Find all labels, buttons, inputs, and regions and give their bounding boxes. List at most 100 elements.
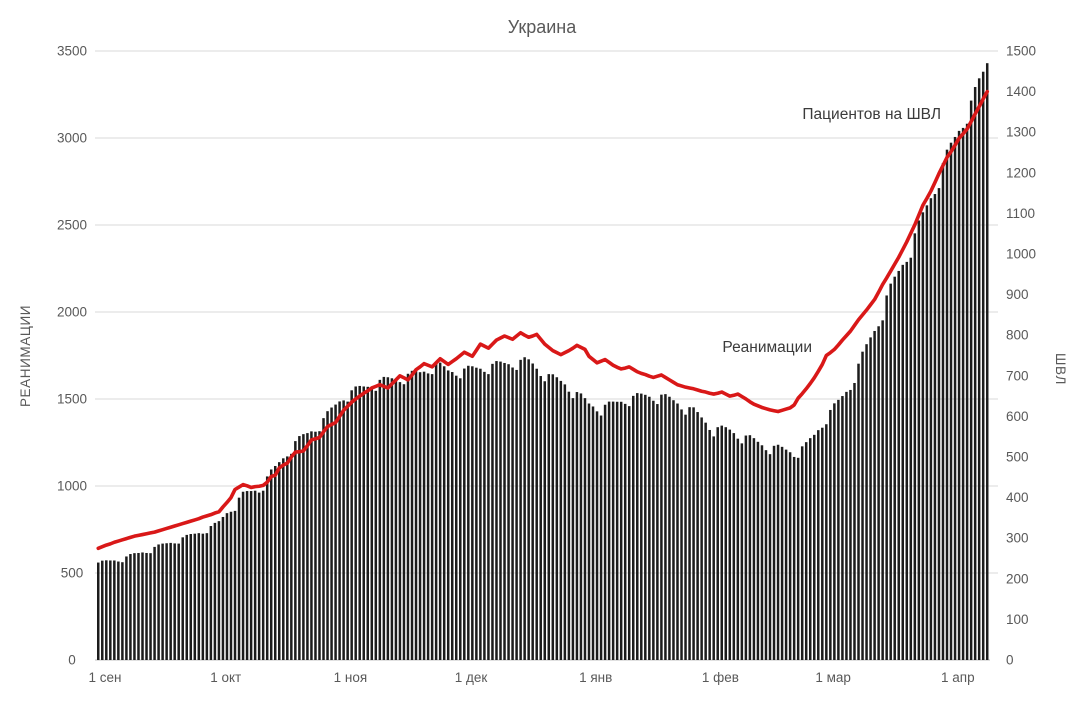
icu-bar — [704, 422, 707, 660]
icu-bar — [362, 386, 365, 660]
x-axis-tick-label: 1 мар — [815, 670, 851, 685]
icu-bar — [696, 412, 699, 660]
icu-bar — [652, 400, 655, 660]
icu-bar — [149, 553, 152, 660]
icu-bar — [776, 444, 780, 660]
icu-bar — [326, 411, 329, 660]
icu-bar — [551, 374, 555, 660]
icu-bar — [889, 283, 892, 660]
icu-bar — [845, 391, 848, 660]
right-axis-tick-label: 0 — [1006, 653, 1014, 668]
icu-bar — [483, 371, 486, 660]
icu-bar — [603, 404, 607, 660]
icu-bar — [197, 533, 201, 660]
icu-bar — [475, 367, 478, 660]
icu-bar — [784, 449, 788, 660]
icu-bar — [125, 556, 128, 660]
icu-bar — [728, 429, 732, 660]
icu-bar — [792, 456, 796, 660]
right-axis-tick-label: 1100 — [1006, 206, 1035, 221]
left-axis-tick-label: 3500 — [57, 44, 87, 59]
icu-bar — [249, 491, 253, 660]
icu-bar — [623, 403, 627, 660]
icu-bar — [273, 465, 277, 660]
icu-bar — [101, 560, 104, 660]
icu-bar — [937, 188, 941, 661]
right-axis-tick-label: 500 — [1006, 450, 1029, 465]
right-axis-tick-label: 100 — [1006, 612, 1029, 627]
left-axis-tick-label: 2000 — [57, 305, 87, 320]
icu-bar — [338, 401, 341, 660]
icu-bar — [547, 374, 551, 660]
icu-bar — [113, 560, 116, 660]
icu-bar — [406, 373, 410, 660]
icu-bar — [105, 560, 108, 660]
icu-bar — [543, 381, 546, 660]
icu-bar — [221, 516, 225, 660]
icu-bar — [261, 490, 265, 660]
icu-bar — [507, 364, 510, 660]
icu-bar — [985, 63, 989, 661]
icu-bar — [615, 401, 619, 660]
icu-bar — [913, 233, 917, 660]
icu-bar — [189, 534, 193, 660]
icu-bar — [724, 427, 728, 660]
left-axis-tick-label: 2500 — [57, 218, 87, 233]
icu-bar — [322, 418, 325, 660]
x-axis-tick-label: 1 фев — [702, 670, 739, 685]
icu-bar — [253, 490, 257, 660]
icu-bar — [837, 399, 840, 660]
icu-bar — [185, 534, 188, 660]
icu-bar — [430, 374, 434, 660]
icu-bar — [302, 434, 305, 660]
icu-bar — [193, 533, 197, 660]
icu-bar — [487, 374, 490, 660]
icu-bar — [294, 441, 297, 660]
right-axis-tick-label: 1000 — [1006, 247, 1036, 262]
icu-bar — [495, 361, 498, 660]
icu-bar — [748, 435, 752, 660]
icu-bar — [877, 326, 880, 660]
icu-bar — [752, 438, 756, 660]
icu-bar — [869, 337, 872, 660]
icu-bar — [117, 561, 120, 660]
right-axis-tick-label: 700 — [1006, 368, 1029, 383]
icu-bar — [627, 406, 631, 660]
icu-bar — [973, 87, 977, 660]
icu-bar — [865, 344, 868, 660]
icu-bar — [953, 136, 957, 660]
icu-bar — [145, 552, 148, 660]
icu-bar — [350, 390, 353, 660]
icu-bar — [555, 377, 559, 660]
icu-bar — [788, 452, 792, 660]
icu-bar — [121, 562, 124, 660]
icu-bar — [471, 366, 474, 660]
left-axis-tick-label: 500 — [61, 566, 84, 581]
left-axis-title: РЕАНИМАЦИИ — [18, 305, 33, 407]
icu-bar — [382, 376, 386, 660]
icu-bar — [756, 441, 760, 660]
icu-bar — [539, 376, 542, 660]
icu-bar — [282, 458, 285, 660]
right-axis-tick-label: 200 — [1006, 571, 1029, 586]
icu-bar — [398, 382, 402, 660]
icu-bar — [813, 434, 816, 660]
icu-bar — [205, 533, 209, 660]
icu-bar — [575, 392, 579, 660]
icu-bar — [583, 398, 587, 660]
right-axis-tick-label: 800 — [1006, 328, 1029, 343]
icu-bar — [945, 149, 949, 660]
icu-bar — [535, 368, 538, 660]
icu-bar — [977, 78, 981, 660]
icu-bar — [157, 544, 160, 660]
icu-bar — [109, 560, 112, 660]
icu-bar — [849, 389, 852, 660]
icu-bar — [885, 295, 888, 660]
icu-bar — [780, 446, 784, 660]
icu-bar — [905, 261, 909, 660]
right-axis-tick-label: 1200 — [1006, 165, 1036, 180]
icu-bar — [929, 198, 933, 660]
icu-bar — [636, 393, 639, 660]
ventilator-line — [96, 89, 990, 551]
